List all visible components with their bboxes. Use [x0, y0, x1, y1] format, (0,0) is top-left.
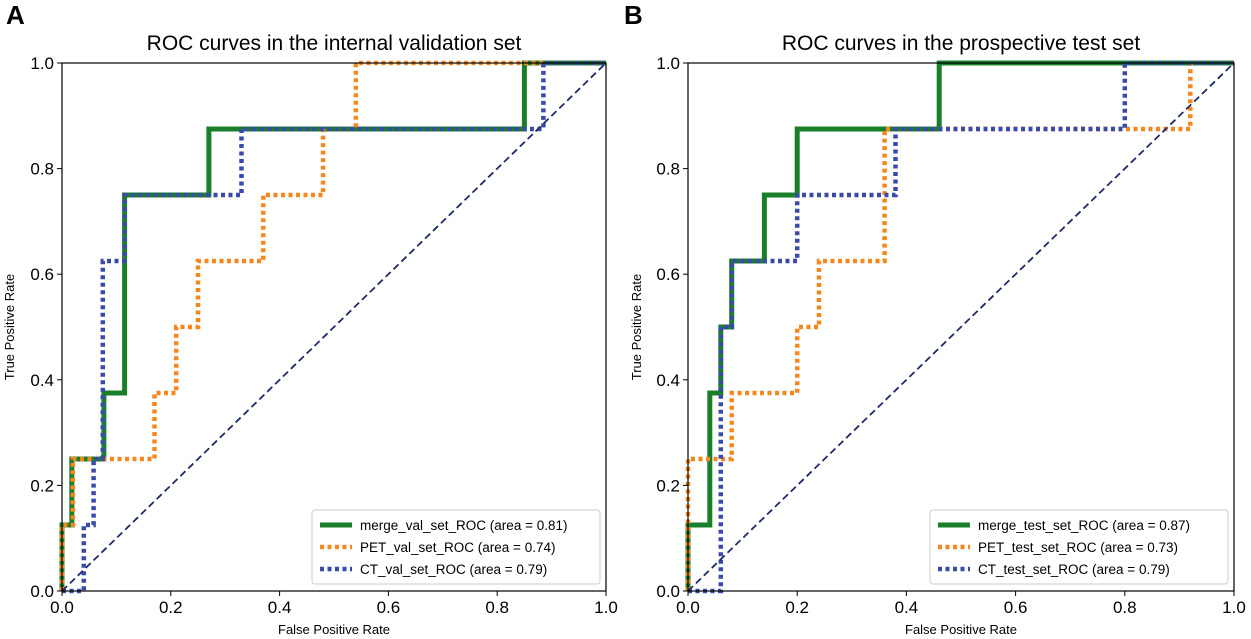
- x-tick-label: 0.8: [485, 598, 509, 617]
- chart-panel-2: B ROC curves in the prospective test set 0…: [624, 0, 1246, 637]
- x-axis-label: False Positive Rate: [905, 622, 1017, 637]
- y-tick-label: 0.6: [656, 265, 680, 284]
- legend-box: [311, 509, 601, 585]
- chart-title: ROC curves in the internal validation se…: [147, 32, 522, 55]
- chart-title: ROC curves in the prospective test set: [782, 32, 1140, 55]
- legend-label-merge_test_set_ROC: merge_test_set_ROC (area = 0.87): [978, 518, 1190, 533]
- x-tick-label: 0.6: [377, 598, 401, 617]
- y-tick-label: 0.2: [30, 476, 54, 495]
- legend-label-CT_test_set_ROC: CT_test_set_ROC (area = 0.79): [978, 562, 1170, 577]
- x-tick-label: 0.0: [50, 598, 74, 617]
- series-line-chance: [61, 62, 607, 592]
- legend-box: [929, 509, 1229, 585]
- y-tick-label: 0.6: [30, 265, 54, 284]
- series-line-PET_val_set_ROC: [59, 60, 606, 591]
- panel-letter: A: [6, 0, 25, 30]
- series-line-PET_test_set_ROC: [685, 60, 1234, 591]
- series-group: [59, 60, 607, 594]
- legend: merge_test_set_ROC (area = 0.87) PET_test…: [929, 509, 1229, 585]
- y-axis-label: True Positive Rate: [2, 274, 17, 380]
- y-tick-label: 0.4: [656, 371, 680, 390]
- y-axis-label: True Positive Rate: [629, 274, 644, 380]
- x-tick-label: 1.0: [1222, 598, 1246, 617]
- series-line-CT_val_set_ROC: [62, 60, 606, 594]
- y-tick-label: 0.8: [656, 160, 680, 179]
- x-tick-label: 0.2: [785, 598, 809, 617]
- x-tick-label: 0.6: [1004, 598, 1028, 617]
- plot-frame: [687, 62, 1235, 592]
- x-tick-label: 0.8: [1113, 598, 1137, 617]
- series-group: [685, 60, 1235, 594]
- panel-letter: B: [624, 0, 643, 30]
- legend: merge_val_set_ROC (area = 0.81) PET_val_s…: [311, 509, 601, 585]
- y-tick-label: 0.2: [656, 476, 680, 495]
- series-line-merge_test_set_ROC: [685, 60, 1234, 591]
- x-axis-label: False Positive Rate: [278, 622, 390, 637]
- y-tick-label: 1.0: [656, 54, 680, 73]
- legend-label-PET_val_set_ROC: PET_val_set_ROC (area = 0.74): [360, 540, 555, 555]
- y-tick-label: 0.0: [656, 582, 680, 601]
- y-tick-label: 1.0: [30, 54, 54, 73]
- series-line-chance: [687, 62, 1235, 592]
- y-tick-label: 0.0: [30, 582, 54, 601]
- chart-panel-1: A ROC curves in the internal validation s…: [2, 0, 618, 637]
- x-tick-label: 1.0: [594, 598, 618, 617]
- legend-label-PET_test_set_ROC: PET_test_set_ROC (area = 0.73): [978, 540, 1178, 555]
- x-tick-label: 0.4: [895, 598, 919, 617]
- legend-label-merge_val_set_ROC: merge_val_set_ROC (area = 0.81): [360, 518, 567, 533]
- y-tick-label: 0.4: [30, 371, 54, 390]
- x-tick-label: 0.0: [676, 598, 700, 617]
- y-tick-label: 0.8: [30, 160, 54, 179]
- legend-label-CT_val_set_ROC: CT_val_set_ROC (area = 0.79): [360, 562, 547, 577]
- plot-frame: [61, 62, 607, 592]
- x-tick-label: 0.4: [268, 598, 292, 617]
- x-tick-label: 0.2: [159, 598, 183, 617]
- series-line-CT_test_set_ROC: [688, 60, 1234, 594]
